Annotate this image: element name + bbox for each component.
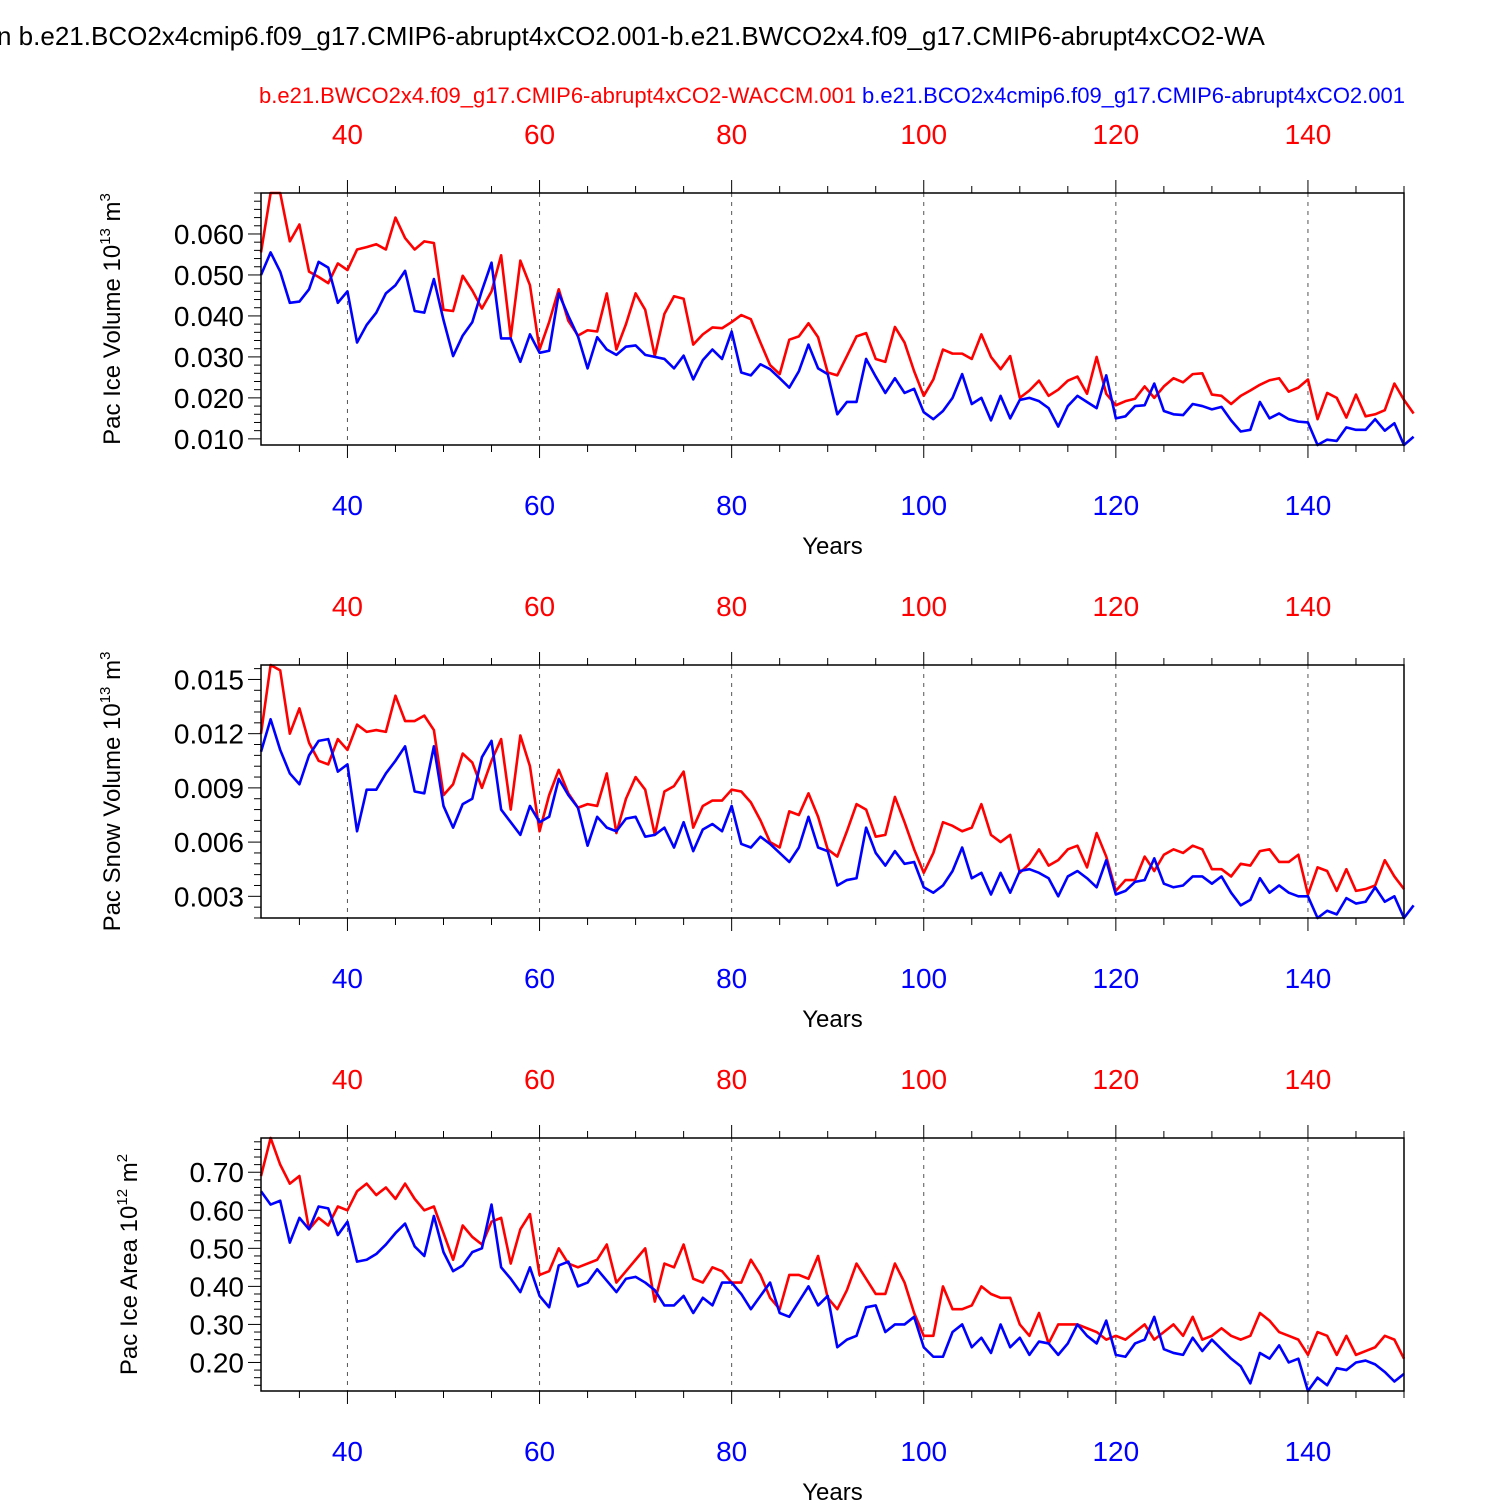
x-tick-label-bottom: 140 bbox=[1285, 1436, 1332, 1467]
plot-frame bbox=[260, 664, 1405, 919]
y-axis-label-name: Pac Ice Area 10 bbox=[116, 1206, 143, 1375]
x-tick-label-top: 100 bbox=[900, 1064, 947, 1095]
x-tick-label-bottom: 120 bbox=[1092, 1436, 1139, 1467]
y-tick-label: 0.060 bbox=[174, 219, 244, 250]
figure-title: n b.e21.BCO2x4cmip6.f09_g17.CMIP6-abrupt… bbox=[0, 21, 1266, 51]
y-tick-label: 0.010 bbox=[174, 424, 244, 455]
panel-snow-volume: 40 40 60 60 80 80 100 100 120 120 140 140 Years 0.003… bbox=[97, 591, 1415, 1033]
x-tick-label-top: 100 bbox=[900, 591, 947, 622]
y-axis-label: Pac Ice Area 1012 m2 bbox=[114, 1154, 143, 1375]
y-tick-label: 0.050 bbox=[174, 260, 244, 291]
x-tick-label-bottom: 80 bbox=[716, 490, 747, 521]
y-tick-label: 0.50 bbox=[190, 1233, 245, 1264]
panels: 40 40 60 60 80 80 100 100 120 120 140 140 Years 0.010… bbox=[97, 119, 1415, 1500]
x-tick-label-top: 60 bbox=[524, 119, 555, 150]
series-red-line bbox=[259, 1136, 1406, 1360]
x-tick-label-bottom: 60 bbox=[524, 1436, 555, 1467]
series-red-line bbox=[259, 191, 1415, 421]
y-tick-label: 0.030 bbox=[174, 342, 244, 373]
y-tick-label: 0.006 bbox=[174, 827, 244, 858]
y-tick-label: 0.012 bbox=[174, 719, 244, 750]
y-axis-label-unit: m bbox=[99, 660, 126, 687]
x-tick-label-top: 40 bbox=[332, 119, 363, 150]
y-tick-label: 0.60 bbox=[190, 1195, 245, 1226]
x-tick-label-top: 80 bbox=[716, 119, 747, 150]
plot-frame bbox=[260, 192, 1405, 446]
x-axis-label: Years bbox=[802, 533, 863, 560]
y-axis-label-unit: m bbox=[99, 201, 126, 228]
y-axis-label-unit-exponent: 2 bbox=[114, 1154, 131, 1162]
y-axis-label-name: Pac Snow Volume 10 bbox=[99, 703, 126, 931]
panel-ice-area: 40 40 60 60 80 80 100 100 120 120 140 140 Years 0.20 0… bbox=[114, 1064, 1406, 1500]
y-axis-label-exponent: 13 bbox=[97, 687, 114, 704]
y-axis-label: Pac Snow Volume 1013 m3 bbox=[97, 652, 126, 932]
legend-red-label: b.e21.BWCO2x4.f09_g17.CMIP6-abrupt4xCO2-… bbox=[259, 83, 856, 108]
plot-frame bbox=[260, 1137, 1405, 1392]
y-axis-label-exponent: 13 bbox=[97, 228, 114, 245]
x-tick-label-top: 120 bbox=[1092, 1064, 1139, 1095]
y-axis-label-unit: m bbox=[116, 1162, 143, 1189]
x-tick-label-bottom: 80 bbox=[716, 1436, 747, 1467]
y-tick-label: 0.30 bbox=[190, 1309, 245, 1340]
y-axis-label-exponent: 12 bbox=[114, 1189, 131, 1206]
x-tick-label-bottom: 60 bbox=[524, 963, 555, 994]
x-tick-label-bottom: 140 bbox=[1285, 490, 1332, 521]
x-tick-label-bottom: 80 bbox=[716, 963, 747, 994]
x-tick-label-bottom: 40 bbox=[332, 490, 363, 521]
x-tick-label-bottom: 60 bbox=[524, 490, 555, 521]
x-tick-label-top: 60 bbox=[524, 591, 555, 622]
x-tick-label-top: 80 bbox=[716, 591, 747, 622]
y-axis-label-name: Pac Ice Volume 10 bbox=[99, 245, 126, 445]
x-tick-label-top: 140 bbox=[1285, 591, 1332, 622]
x-tick-label-top: 140 bbox=[1285, 1064, 1332, 1095]
x-axis-label: Years bbox=[802, 1006, 863, 1033]
x-tick-label-top: 40 bbox=[332, 591, 363, 622]
series-blue-line bbox=[259, 1190, 1405, 1393]
x-tick-label-bottom: 120 bbox=[1092, 963, 1139, 994]
panel-ice-volume: 40 40 60 60 80 80 100 100 120 120 140 140 Years 0.010… bbox=[97, 119, 1415, 560]
x-tick-label-bottom: 140 bbox=[1285, 963, 1332, 994]
x-axis-label: Years bbox=[802, 1479, 863, 1500]
y-tick-label: 0.003 bbox=[174, 881, 244, 912]
y-tick-label: 0.040 bbox=[174, 301, 244, 332]
series-blue-line bbox=[259, 717, 1415, 920]
series-red-line bbox=[259, 663, 1406, 896]
x-tick-label-bottom: 120 bbox=[1092, 490, 1139, 521]
legend-blue-label: b.e21.BCO2x4cmip6.f09_g17.CMIP6-abrupt4x… bbox=[862, 83, 1405, 108]
x-tick-label-bottom: 40 bbox=[332, 1436, 363, 1467]
x-tick-label-top: 140 bbox=[1285, 119, 1332, 150]
x-tick-label-top: 120 bbox=[1092, 591, 1139, 622]
y-tick-label: 0.70 bbox=[190, 1157, 245, 1188]
x-tick-label-bottom: 100 bbox=[900, 1436, 947, 1467]
x-tick-label-top: 40 bbox=[332, 1064, 363, 1095]
y-tick-label: 0.20 bbox=[190, 1347, 245, 1378]
y-axis-label-unit-exponent: 3 bbox=[97, 193, 114, 201]
x-tick-label-bottom: 40 bbox=[332, 963, 363, 994]
x-tick-label-bottom: 100 bbox=[900, 963, 947, 994]
x-tick-label-bottom: 100 bbox=[900, 490, 947, 521]
y-tick-label: 0.015 bbox=[174, 664, 244, 695]
series-blue-line bbox=[259, 251, 1415, 447]
y-tick-label: 0.009 bbox=[174, 773, 244, 804]
x-tick-label-top: 60 bbox=[524, 1064, 555, 1095]
y-axis-label: Pac Ice Volume 1013 m3 bbox=[97, 193, 126, 445]
y-tick-label: 0.020 bbox=[174, 383, 244, 414]
x-tick-label-top: 80 bbox=[716, 1064, 747, 1095]
y-tick-label: 0.40 bbox=[190, 1271, 245, 1302]
x-tick-label-top: 120 bbox=[1092, 119, 1139, 150]
y-axis-label-unit-exponent: 3 bbox=[97, 652, 114, 660]
x-tick-label-top: 100 bbox=[900, 119, 947, 150]
